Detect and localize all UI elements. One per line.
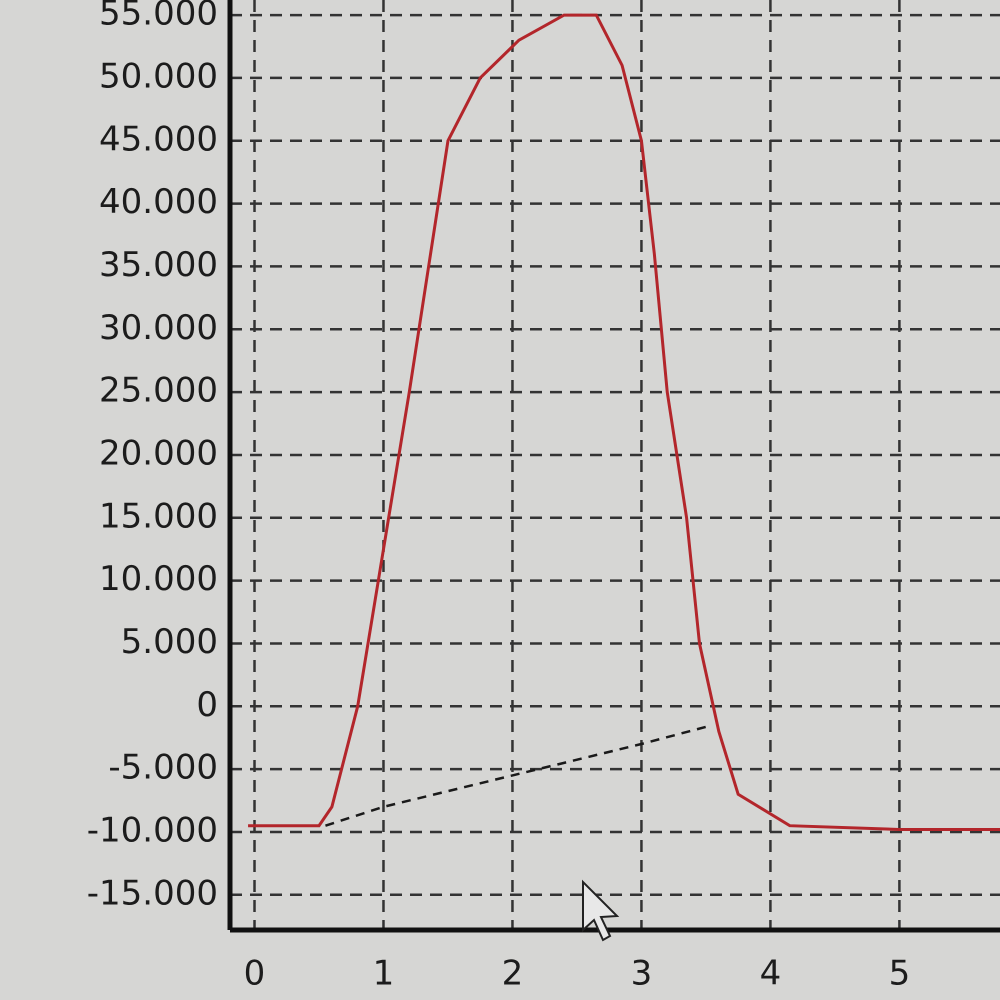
x-tick-label: 2 (502, 954, 524, 994)
y-tick-label: 50.000 (99, 56, 218, 96)
series-line (325, 723, 713, 827)
y-tick-label: -10.000 (87, 810, 218, 850)
y-tick-label: 45.000 (99, 119, 218, 159)
y-tick-label: 35.000 (99, 245, 218, 285)
x-tick-label: 3 (631, 954, 653, 994)
y-tick-label: 30.000 (99, 308, 218, 348)
y-tick-label: 55.000 (99, 0, 218, 34)
y-tick-label: 10.000 (99, 559, 218, 599)
y-tick-label: 40.000 (99, 182, 218, 222)
y-tick-label: 15.000 (99, 496, 218, 536)
x-tick-label: 1 (373, 954, 395, 994)
y-tick-label: 0 (196, 685, 218, 725)
x-tick-label: 0 (244, 954, 266, 994)
y-tick-label: 20.000 (99, 433, 218, 473)
series-line (248, 13, 1000, 831)
x-tick-label: 4 (760, 954, 782, 994)
y-tick-label: 5.000 (121, 622, 218, 662)
x-tick-label: 5 (889, 954, 911, 994)
mouse-cursor (582, 879, 620, 942)
y-tick-label: -5.000 (108, 748, 218, 788)
y-tick-label: -15.000 (87, 873, 218, 913)
y-tick-label: 25.000 (99, 371, 218, 411)
